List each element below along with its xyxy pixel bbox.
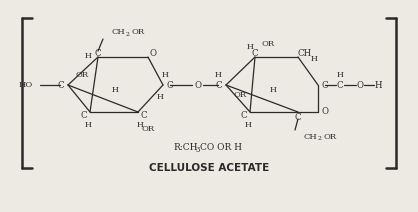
Text: C: C	[295, 113, 301, 121]
Text: OR: OR	[233, 91, 247, 99]
Text: CH: CH	[303, 133, 317, 141]
Text: H: H	[162, 71, 168, 79]
Text: CH: CH	[111, 28, 125, 36]
Text: CO OR H: CO OR H	[200, 144, 242, 152]
Text: OR: OR	[141, 125, 155, 133]
Text: R:CH: R:CH	[173, 144, 197, 152]
Text: O: O	[194, 81, 201, 89]
Text: O: O	[357, 81, 364, 89]
Text: H: H	[247, 43, 253, 51]
Text: OR: OR	[131, 28, 145, 36]
Text: C: C	[322, 81, 328, 89]
Text: 2: 2	[126, 32, 130, 36]
Text: C: C	[141, 110, 147, 120]
Text: C: C	[81, 110, 87, 120]
Text: H: H	[84, 121, 92, 129]
Text: C: C	[167, 81, 173, 89]
Text: C: C	[58, 81, 64, 89]
Text: C: C	[216, 81, 222, 89]
Text: H: H	[137, 121, 143, 129]
Text: 3: 3	[196, 146, 200, 154]
Text: H: H	[270, 86, 276, 94]
Text: O: O	[321, 107, 329, 117]
Text: C: C	[95, 49, 101, 57]
Text: H: H	[157, 93, 163, 101]
Text: OR: OR	[261, 40, 275, 48]
Text: H: H	[112, 86, 118, 94]
Text: H: H	[214, 71, 222, 79]
Text: OR: OR	[75, 71, 89, 79]
Text: O: O	[150, 49, 156, 59]
Text: 2: 2	[318, 137, 322, 141]
Text: H: H	[245, 121, 252, 129]
Text: C: C	[252, 49, 258, 57]
Text: H: H	[374, 81, 382, 89]
Text: CH: CH	[298, 49, 312, 59]
Text: OR: OR	[324, 133, 336, 141]
Text: H: H	[336, 71, 344, 79]
Text: HO: HO	[19, 81, 33, 89]
Text: C: C	[336, 81, 343, 89]
Text: CELLULOSE ACETATE: CELLULOSE ACETATE	[149, 163, 269, 173]
Text: C: C	[241, 110, 247, 120]
Text: H: H	[311, 55, 317, 63]
Text: H: H	[84, 52, 92, 60]
